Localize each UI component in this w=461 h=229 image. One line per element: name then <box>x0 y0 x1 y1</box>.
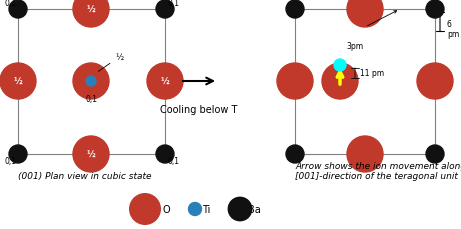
Circle shape <box>9 145 27 163</box>
Circle shape <box>277 64 313 100</box>
Text: 6
pm: 6 pm <box>447 20 459 39</box>
Circle shape <box>347 0 383 28</box>
Circle shape <box>9 1 27 19</box>
Circle shape <box>189 203 201 215</box>
Text: O: O <box>162 204 170 214</box>
Text: Cooling below T⁣: Cooling below T⁣ <box>160 105 238 114</box>
Text: Arrow shows the ion movement along
[001]-direction of the teragonal unit cel: Arrow shows the ion movement along [001]… <box>295 161 461 181</box>
Circle shape <box>147 64 183 100</box>
Text: 0,1: 0,1 <box>4 0 16 8</box>
Text: 11 pm: 11 pm <box>360 69 384 78</box>
Text: (001) Plan view in cubic state: (001) Plan view in cubic state <box>18 171 152 180</box>
Circle shape <box>426 145 444 163</box>
Circle shape <box>73 64 109 100</box>
Text: ½: ½ <box>14 77 23 86</box>
Circle shape <box>130 194 160 224</box>
Circle shape <box>334 60 346 72</box>
Text: 0,1: 0,1 <box>85 95 97 104</box>
Text: 0,1: 0,1 <box>167 156 179 165</box>
Text: Ba: Ba <box>248 204 261 214</box>
Text: 3pm: 3pm <box>346 42 364 51</box>
Text: ½: ½ <box>98 53 123 72</box>
Circle shape <box>426 1 444 19</box>
Text: 0,1: 0,1 <box>167 0 179 8</box>
Circle shape <box>156 1 174 19</box>
Circle shape <box>347 136 383 172</box>
Text: 0,1: 0,1 <box>4 156 16 165</box>
Text: ½: ½ <box>160 77 169 86</box>
Circle shape <box>286 145 304 163</box>
Circle shape <box>322 64 358 100</box>
Text: ½: ½ <box>87 150 95 159</box>
Circle shape <box>0 64 36 100</box>
Circle shape <box>417 64 453 100</box>
Circle shape <box>86 77 96 87</box>
Circle shape <box>228 197 252 221</box>
Text: ½: ½ <box>87 5 95 14</box>
Text: Ti: Ti <box>202 204 210 214</box>
Circle shape <box>156 145 174 163</box>
Circle shape <box>73 136 109 172</box>
Circle shape <box>73 0 109 28</box>
Circle shape <box>286 1 304 19</box>
